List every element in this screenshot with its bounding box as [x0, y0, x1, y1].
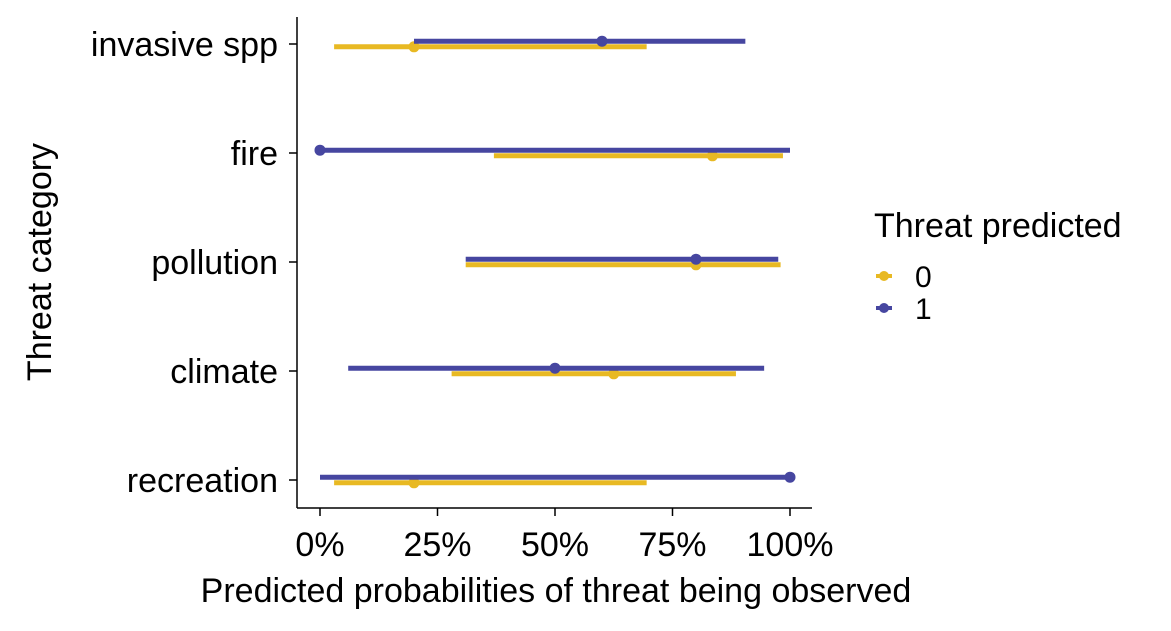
x-tick-label: 25% [403, 526, 471, 564]
x-tick-label: 100% [747, 526, 834, 564]
x-ticks: 0% 25% 50% 75% 100% [295, 508, 833, 564]
x-tick-label: 75% [638, 526, 706, 564]
legend-key-point [879, 303, 889, 313]
legend-label: 0 [915, 261, 932, 294]
point-0-recreation [408, 477, 420, 489]
legend: Threat predicted 01 [874, 207, 1122, 326]
point-1-invasive-spp [596, 35, 608, 47]
series-layer [314, 35, 796, 489]
y-tick-label-pollution: pollution [151, 244, 278, 282]
x-axis: 0% 25% 50% 75% 100% [295, 507, 833, 564]
legend-label: 1 [915, 293, 932, 326]
legend-key-point [879, 271, 889, 281]
point-0-invasive-spp [408, 41, 420, 53]
legend-title: Threat predicted [874, 207, 1122, 245]
x-axis-title: Predicted probabilities of threat being … [201, 572, 912, 610]
point-1-recreation [784, 471, 796, 483]
x-tick-label: 50% [521, 526, 589, 564]
point-0-fire [706, 150, 718, 162]
series-1 [314, 35, 796, 483]
point-1-fire [314, 144, 326, 156]
legend-entries: 01 [876, 261, 932, 326]
y-axis-title: Threat category [21, 143, 59, 381]
y-axis: invasive spp fire pollution climate recreati… [91, 17, 298, 508]
y-tick-label-recreation: recreation [127, 462, 278, 500]
x-tick-label: 0% [295, 526, 344, 564]
point-1-pollution [690, 253, 702, 265]
point-1-climate [549, 362, 561, 374]
y-tick-label-climate: climate [170, 353, 278, 391]
y-ticks: invasive spp fire pollution climate recreati… [91, 26, 297, 500]
series-0 [334, 41, 783, 489]
y-tick-label-fire: fire [231, 135, 278, 173]
legend-entry-0: 0 [876, 261, 932, 294]
y-tick-label-invasive-spp: invasive spp [91, 26, 278, 64]
plot-area: 0% 25% 50% 75% 100% invasive spp fire pollutio… [91, 17, 833, 564]
point-0-climate [608, 368, 620, 380]
legend-entry-1: 1 [876, 293, 932, 326]
